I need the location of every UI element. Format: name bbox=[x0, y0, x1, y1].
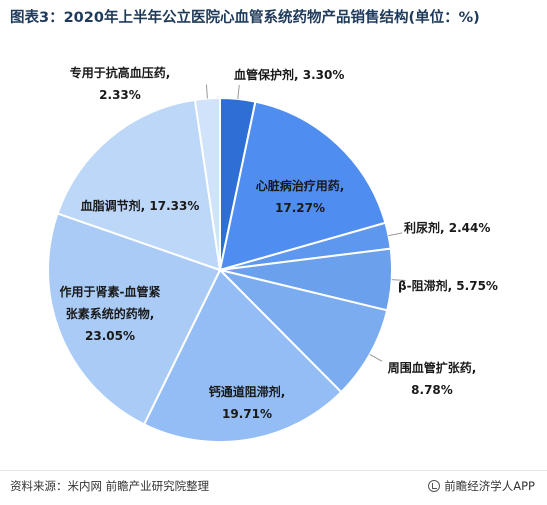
leader-line-3 bbox=[391, 279, 406, 281]
slice-label-2: 利尿剂, 2.44% bbox=[404, 220, 490, 235]
pie-slice-5 bbox=[142, 268, 343, 443]
pie-slice-6 bbox=[47, 212, 222, 426]
slice-label-7: 血脂调节剂, 17.33% bbox=[81, 198, 200, 213]
leader-line-8 bbox=[205, 84, 208, 99]
pie-slice-7 bbox=[56, 98, 222, 272]
slice-label-6: 作用于肾素-血管紧张素系统的药物, 23.05% bbox=[60, 284, 161, 343]
slice-label-3: β-阻滞剂, 5.75% bbox=[398, 278, 498, 293]
brand-name: 前瞻经济学人APP bbox=[444, 479, 535, 493]
leader-line-0 bbox=[237, 84, 240, 99]
slice-label-1: 心脏病治疗用药, 17.27% bbox=[256, 178, 345, 215]
slice-label-0: 血管保护剂, 3.30% bbox=[234, 67, 344, 82]
pie-slice-4 bbox=[216, 268, 389, 394]
brand-mark: 前瞻经济学人APP bbox=[428, 478, 535, 494]
source-note: 资料来源：米内网 前瞻产业研究院整理 bbox=[10, 479, 210, 493]
brand-logo-icon bbox=[428, 480, 441, 492]
slice-label-4: 周围血管扩张药, 8.78% bbox=[388, 360, 477, 397]
leader-line-2 bbox=[388, 232, 403, 237]
slice-label-5: 钙通道阻滞剂, 19.71% bbox=[209, 384, 286, 421]
leader-line-4 bbox=[369, 353, 383, 362]
slice-label-8: 专用于抗高血压药, 2.33% bbox=[70, 65, 171, 102]
pie-slice-1 bbox=[218, 100, 387, 272]
footer-divider bbox=[0, 470, 547, 471]
chart-title: 图表3：2020年上半年公立医院心血管系统药物产品销售结构(单位：%) bbox=[10, 10, 480, 26]
